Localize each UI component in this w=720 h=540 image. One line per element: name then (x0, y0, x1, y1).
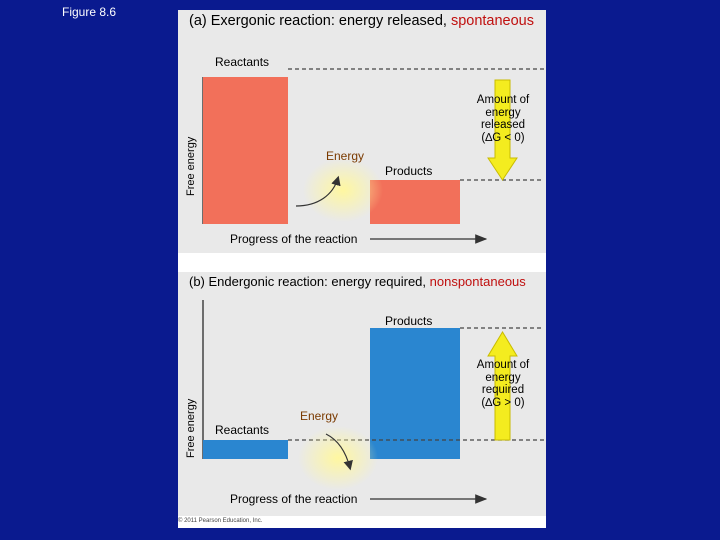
energy-released-arrow (487, 79, 518, 181)
energy-label-b: Energy (300, 409, 339, 423)
panel-a-title-highlight: spontaneous (450, 13, 534, 29)
amount-line: energy (485, 106, 521, 119)
diagram-graphics (202, 68, 544, 504)
panel-b-title: (b) Endergonic reaction: energy required… (189, 274, 526, 289)
energy-label-a: Energy (326, 149, 365, 163)
amount-line: Amount of (476, 94, 530, 106)
reactants-label-a: Reactants (215, 55, 270, 69)
x-axis-label-a: Progress of the reaction (230, 232, 358, 246)
amount-line: (∆G < 0) (481, 131, 525, 144)
amount-line: released (480, 119, 526, 131)
energy-glow-a (303, 158, 383, 222)
amount-line: (∆G > 0) (481, 396, 525, 409)
panel-a-title-text: (a) Exergonic reaction: energy released, (189, 13, 451, 29)
energy-glow-b (298, 426, 378, 490)
reactants-label-b: Reactants (215, 423, 270, 437)
products-bar-a (370, 180, 460, 224)
panel-a-title: (a) Exergonic reaction: energy released,… (189, 13, 534, 29)
amount-line: energy (485, 371, 521, 384)
figure-panel: (a) Exergonic reaction: energy released,… (178, 10, 546, 528)
amount-line: required (481, 384, 525, 396)
x-axis-label-b: Progress of the reaction (230, 492, 358, 506)
copyright-notice: © 2011 Pearson Education, Inc. (178, 518, 263, 524)
y-axis-label-b: Free energy (185, 398, 197, 458)
products-label-a: Products (385, 164, 433, 178)
amount-required-label: Amount of energy required (∆G > 0) (463, 359, 543, 409)
panel-b-title-text: (b) Endergonic reaction: energy required… (189, 274, 430, 289)
reactants-bar-a (203, 77, 288, 224)
reactants-bar-b (203, 440, 288, 459)
amount-line: Amount of (476, 359, 530, 371)
amount-released-label: Amount of energy released (∆G < 0) (463, 94, 543, 144)
energy-required-arrow (487, 331, 518, 441)
panel-b-title-highlight: nonspontaneous (429, 274, 526, 289)
figure-label: Figure 8.6 (62, 5, 117, 19)
products-label-b: Products (385, 314, 433, 328)
energy-curve-arrow-b (325, 433, 353, 471)
energy-curve-arrow-a (295, 175, 341, 207)
y-axis-label-a: Free energy (185, 136, 197, 196)
products-bar-b (370, 328, 460, 459)
